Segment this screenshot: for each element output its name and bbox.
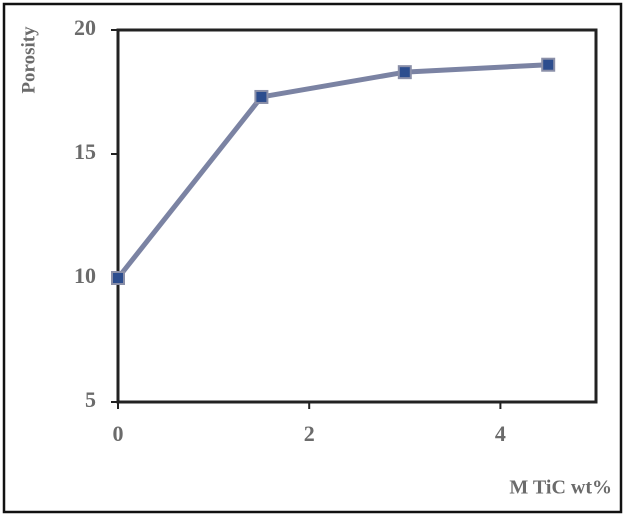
x-tick-label: 4 [495,421,506,446]
y-tick-label: 20 [74,15,96,40]
outer-frame [2,2,623,514]
y-axis-label: Porosity [18,26,39,94]
data-marker [111,271,125,285]
data-marker [397,65,412,80]
y-tick-label: 10 [74,263,96,288]
data-line [116,62,549,280]
x-axis-label: M TiC wt% [509,477,612,499]
data-marker [254,89,269,104]
plot-frame [116,28,598,404]
y-tick-label: 15 [74,139,96,164]
data-marker [541,57,556,72]
x-tick-label: 0 [113,421,124,446]
x-tick-label: 2 [304,421,315,446]
y-tick-label: 5 [85,387,96,412]
